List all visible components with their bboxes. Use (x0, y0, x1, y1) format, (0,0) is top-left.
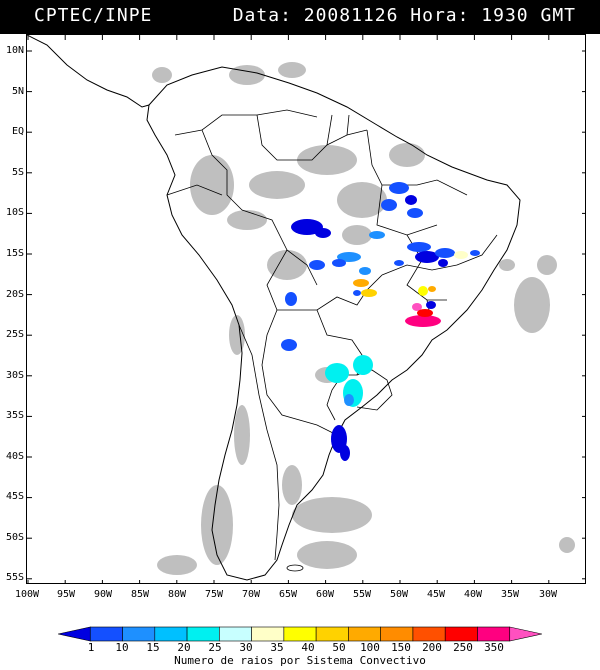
colorbar-label: 10 (115, 641, 129, 654)
colorbar-label: 15 (146, 641, 160, 654)
lat-label: 25S (5, 329, 24, 340)
datetime-label: Data: 20081126 Hora: 1930 GMT (232, 5, 576, 26)
lat-label: 10N (5, 45, 24, 56)
lon-label: 45W (426, 589, 446, 600)
colorbar-cell (122, 626, 156, 642)
lon-label: 35W (500, 589, 520, 600)
map-svg (27, 35, 585, 583)
lat-label: 5S (11, 167, 24, 178)
south-america-outline (146, 66, 521, 581)
source-label: CPTEC/INPE (34, 5, 153, 26)
central-america-outline (27, 35, 150, 108)
colorbar-label: 200 (422, 641, 442, 654)
title-bar: CPTEC/INPE Data: 20081126 Hora: 1930 GMT (0, 0, 600, 34)
colorbar-cell (251, 626, 285, 642)
lon-label: 40W (463, 589, 483, 600)
lat-label: 15S (5, 248, 24, 259)
colorbar-cell (58, 626, 91, 642)
colorbar-cell (219, 626, 252, 642)
lon-label: 70W (241, 589, 261, 600)
colorbar-label: 250 (453, 641, 473, 654)
colorbar-cell (154, 626, 188, 642)
lat-label: 30S (5, 370, 24, 381)
lon-label: 75W (204, 589, 224, 600)
cloud-cover (152, 62, 575, 575)
colorbar-label: 350 (484, 641, 504, 654)
lon-label: 80W (167, 589, 187, 600)
colorbar-cell (283, 626, 317, 642)
lon-label: 90W (93, 589, 113, 600)
colorbar (58, 626, 542, 642)
lon-label: 65W (278, 589, 298, 600)
lon-label: 100W (14, 589, 40, 600)
lat-label: 20S (5, 289, 24, 300)
lon-label: 30W (538, 589, 558, 600)
colorbar-cell (444, 626, 478, 642)
lon-label: 50W (389, 589, 409, 600)
lon-label: 95W (56, 589, 76, 600)
lon-label: 55W (352, 589, 372, 600)
lat-label: EQ (11, 126, 24, 137)
lat-label: 45S (5, 491, 24, 502)
convective-cells (281, 182, 480, 461)
colorbar-label: 35 (270, 641, 284, 654)
colorbar-label: 50 (332, 641, 346, 654)
colorbar-cell (509, 626, 542, 642)
lon-label: 85W (130, 589, 150, 600)
colorbar-label: 20 (177, 641, 191, 654)
colorbar-label: 40 (301, 641, 315, 654)
colorbar-label: 25 (208, 641, 222, 654)
colorbar-cell (477, 626, 511, 642)
colorbar-label: 30 (239, 641, 253, 654)
axis-ticks (27, 35, 585, 583)
lat-label: 40S (5, 451, 24, 462)
lat-label: 55S (5, 572, 24, 583)
lat-label: 10S (5, 207, 24, 218)
map-frame (26, 34, 586, 584)
colorbar-cell (380, 626, 414, 642)
colorbar-cell (348, 626, 381, 642)
colorbar-cell (315, 626, 349, 642)
colorbar-caption: Numero de raios por Sistema Convectivo (174, 654, 426, 667)
colorbar-label: 100 (360, 641, 380, 654)
falklands-outline (286, 564, 304, 572)
lon-label: 60W (315, 589, 335, 600)
lat-label: 35S (5, 410, 24, 421)
colorbar-cell (412, 626, 446, 642)
colorbar-label: 1 (87, 641, 95, 654)
lat-label: 5N (11, 86, 24, 97)
lat-label: 50S (5, 532, 24, 543)
colorbar-cell (186, 626, 220, 642)
colorbar-label: 150 (391, 641, 411, 654)
colorbar-cell (89, 626, 123, 642)
